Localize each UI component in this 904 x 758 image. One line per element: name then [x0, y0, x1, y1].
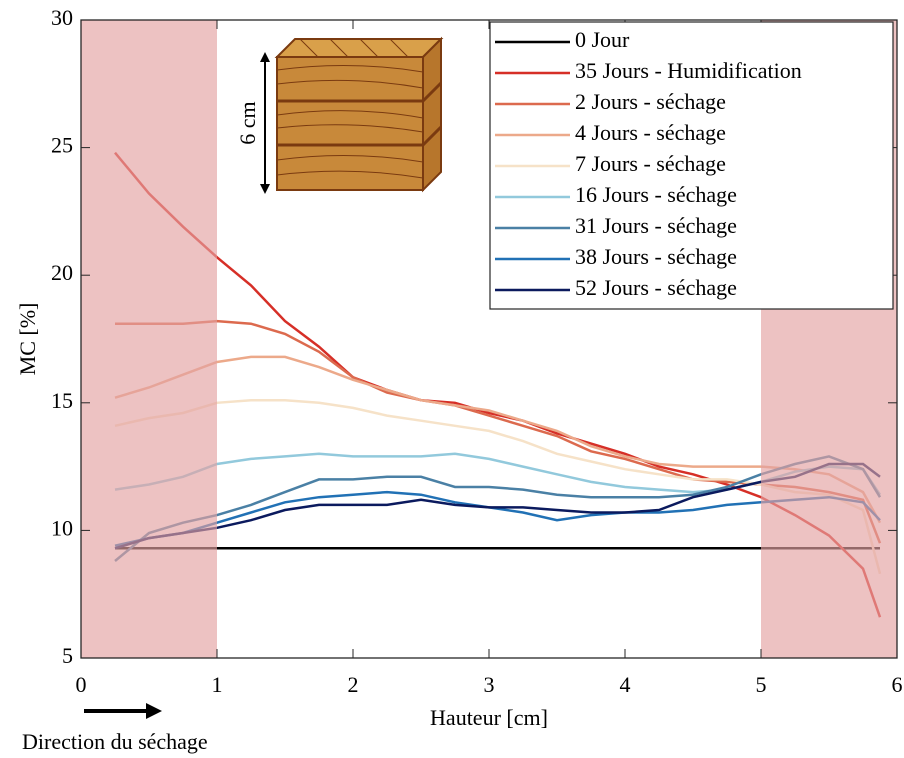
y-axis-label: MC [%]	[15, 303, 40, 376]
x-tick-label: 4	[620, 672, 631, 697]
y-tick-label: 25	[51, 133, 73, 158]
legend-label: 38 Jours - séchage	[575, 244, 737, 269]
legend-label: 52 Jours - séchage	[575, 275, 737, 300]
size-label: 6 cm	[235, 101, 260, 144]
y-tick-label: 15	[51, 388, 73, 413]
y-tick-label: 30	[51, 5, 73, 30]
direction-label: Direction du séchage	[22, 729, 208, 754]
wood-illustration: 6 cm	[235, 36, 444, 194]
y-tick-label: 20	[51, 260, 73, 285]
shaded-region	[81, 20, 217, 658]
y-tick-label: 5	[62, 643, 73, 668]
x-tick-label: 3	[484, 672, 495, 697]
axes: 0 1 2 3 4 5 6 5 10 15 20 25 30 Hauteur [cm] MC [%]	[15, 5, 902, 730]
x-tick-label: 1	[212, 672, 223, 697]
legend-label: 0 Jour	[575, 27, 630, 52]
legend: 0 Jour 35 Jours - Humidification 2 Jours -…	[489, 21, 894, 310]
drying-direction: Direction du séchage	[22, 703, 208, 754]
x-axis-label: Hauteur [cm]	[430, 705, 548, 730]
x-tick-label: 0	[76, 672, 87, 697]
legend-label: 4 Jours - séchage	[575, 120, 726, 145]
plot-lines	[114, 151, 882, 618]
x-tick-label: 2	[348, 672, 359, 697]
legend-label: 31 Jours - séchage	[575, 213, 737, 238]
legend-label: 16 Jours - séchage	[575, 182, 737, 207]
x-tick-label: 6	[892, 672, 903, 697]
y-tick-label: 10	[51, 515, 73, 540]
x-tick-label: 5	[756, 672, 767, 697]
legend-label: 7 Jours - séchage	[575, 151, 726, 176]
legend-label: 2 Jours - séchage	[575, 89, 726, 114]
legend-label: 35 Jours - Humidification	[575, 58, 802, 83]
